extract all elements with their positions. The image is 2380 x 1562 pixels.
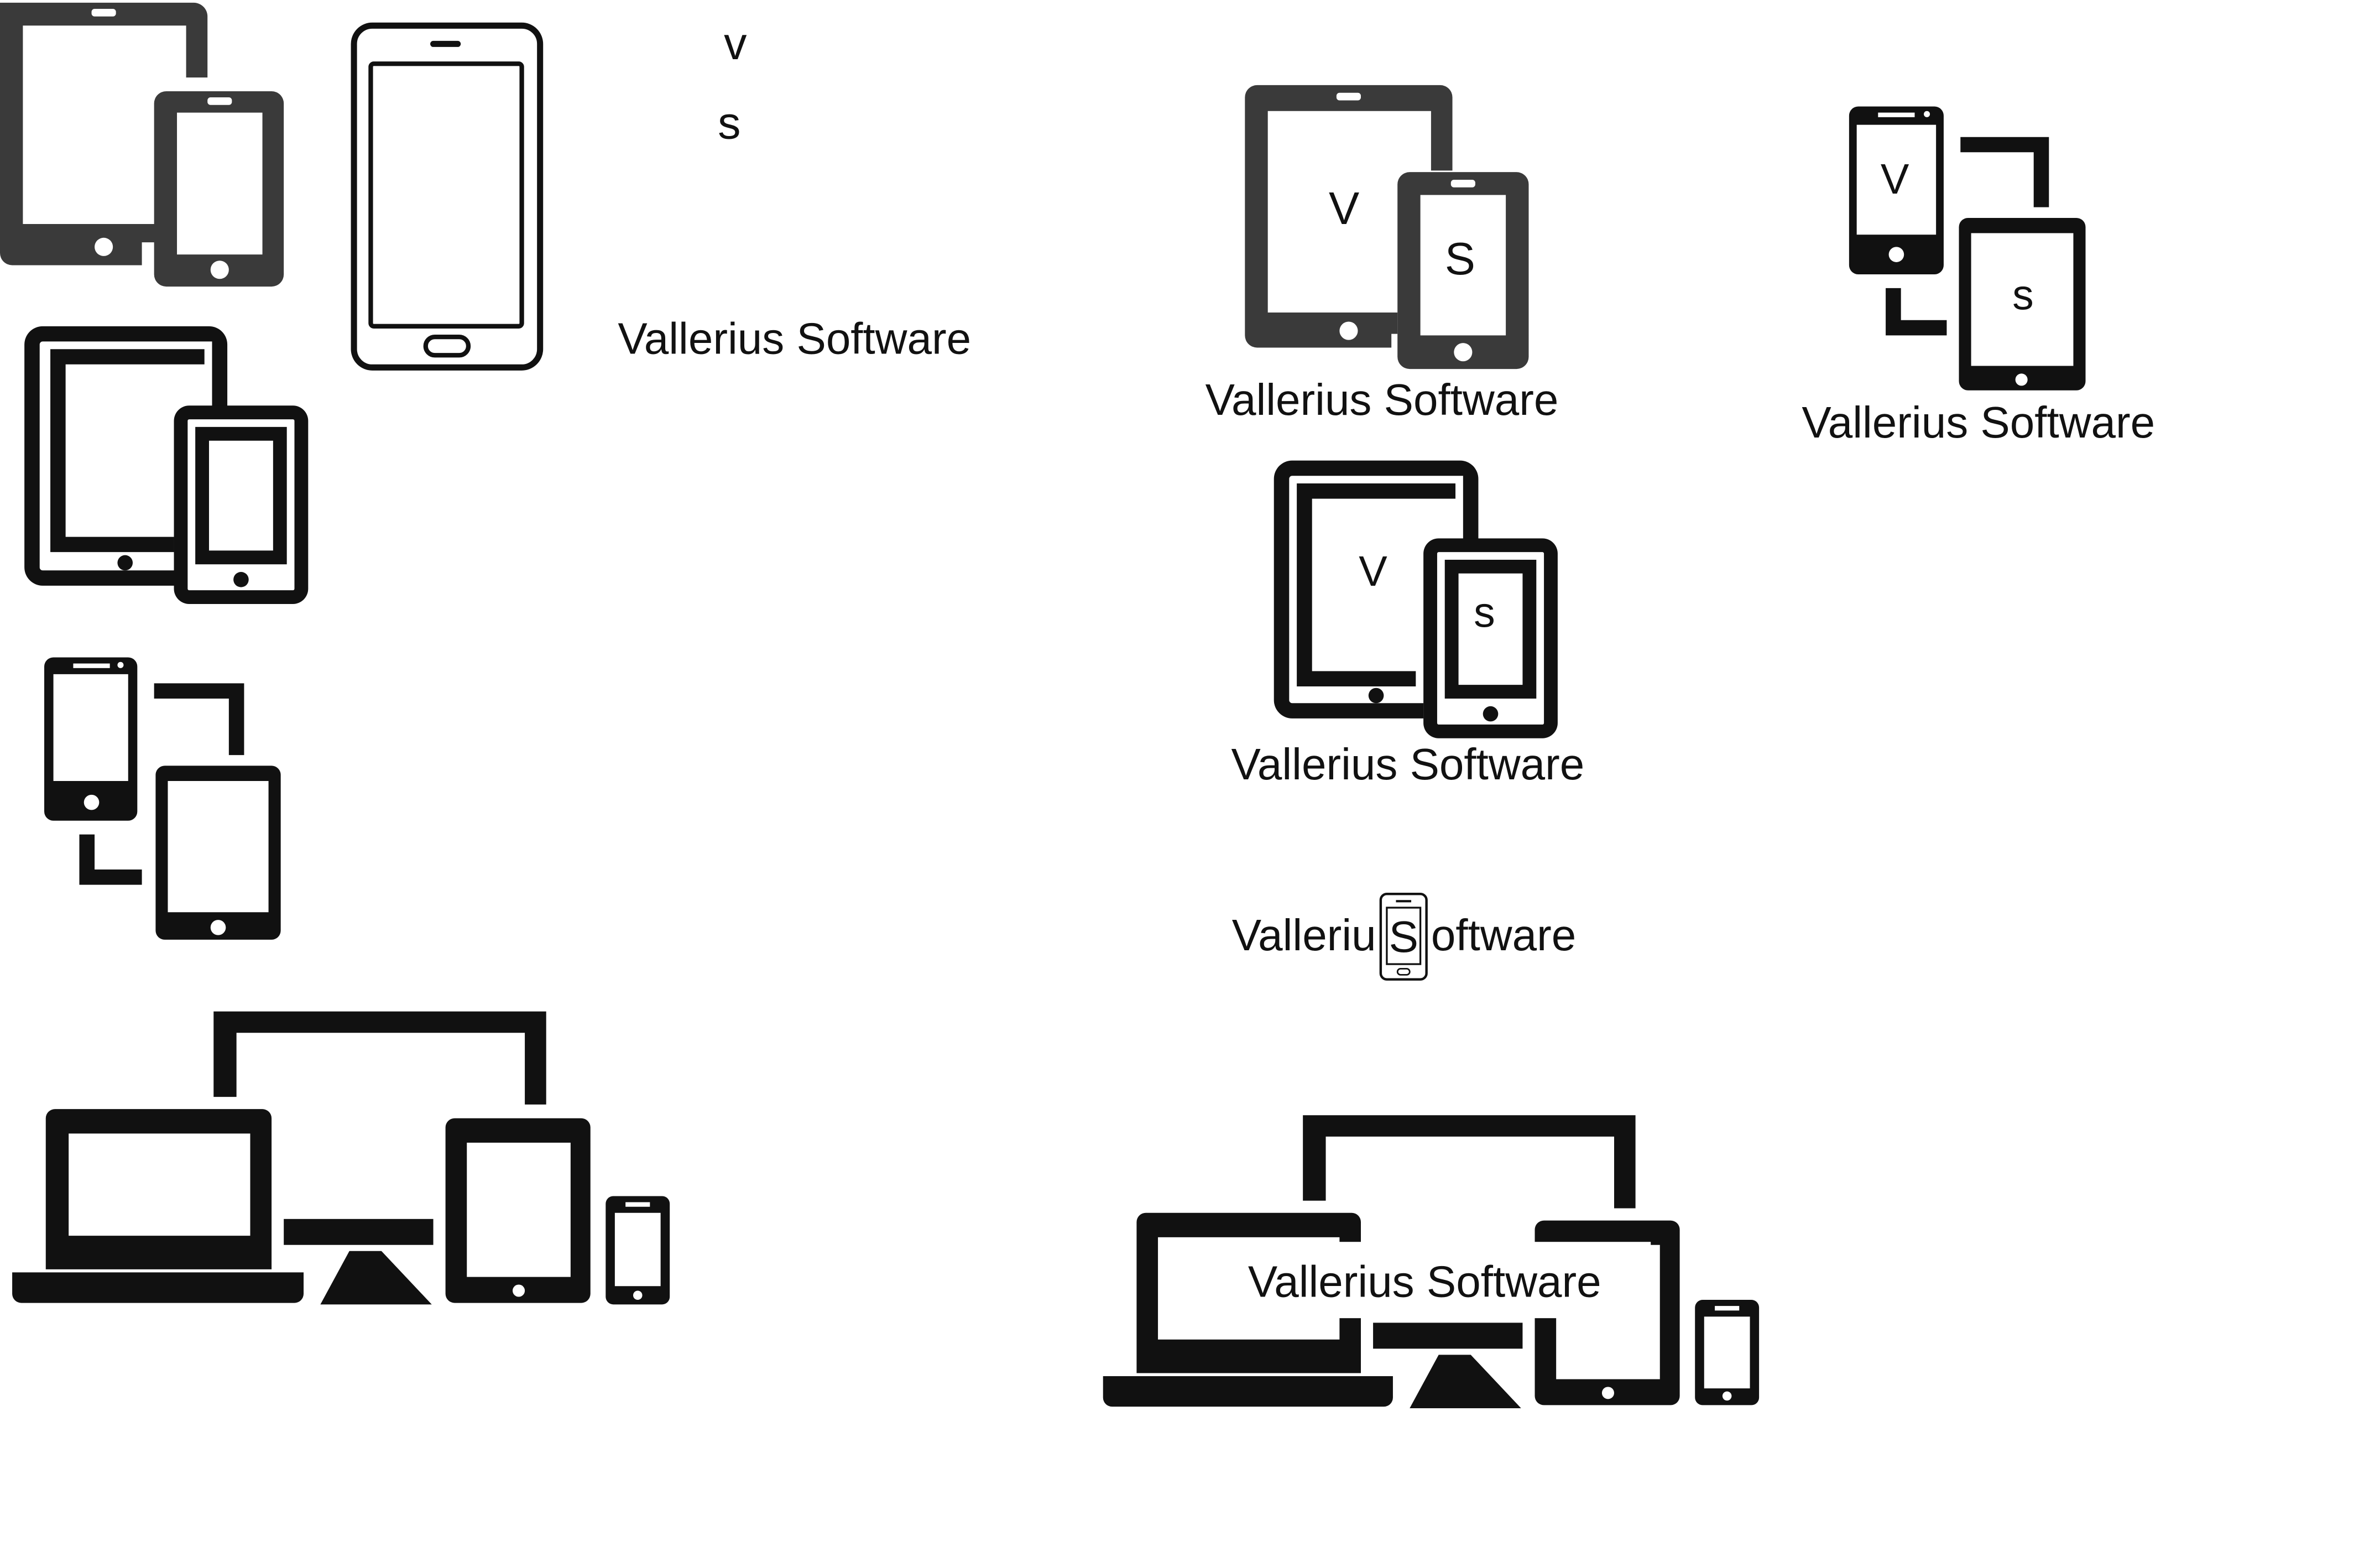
logo-brand-text: Vallerius Software xyxy=(1802,398,2155,447)
letter-v: v xyxy=(724,18,747,69)
logo-letter-v: V xyxy=(1359,548,1387,595)
logo-concept-5: Vallerius Software xyxy=(1103,1115,1760,1408)
smartphone-outline-icon xyxy=(351,22,544,371)
letter-s: s xyxy=(718,97,740,148)
tablet-and-phone-icon xyxy=(0,2,284,287)
phone-tablet-sync-icon xyxy=(44,657,281,940)
logo-concept-4: Valleriu S oftware xyxy=(1232,892,1576,981)
logo-letter-s: s xyxy=(2012,271,2034,319)
logo-brand-text: Vallerius Software xyxy=(1231,740,1584,789)
logo-letter-s: s xyxy=(1474,589,1495,636)
logo-brand-text: Vallerius Software xyxy=(1205,375,1559,424)
logo-concept-1: V S Vallerius Software xyxy=(1205,85,1559,424)
brand-text: Vallerius Software xyxy=(618,314,971,363)
logo-brand-text-left: Valleriu xyxy=(1232,910,1376,960)
logo-brand-text-right: oftware xyxy=(1431,910,1576,960)
multi-device-icon xyxy=(12,1011,591,1305)
logo-concept-2: V s Vallerius Software xyxy=(1802,106,2155,447)
logo-concept-3: V s Vallerius Software xyxy=(1231,460,1584,789)
logo-brand-text: Vallerius Software xyxy=(1248,1257,1601,1306)
logo-letter-s: S xyxy=(1389,912,1418,961)
logo-letter-v: V xyxy=(1881,155,1909,203)
small-smartphone-icon xyxy=(606,1196,670,1305)
logo-letter-v: V xyxy=(1329,183,1359,234)
tablet-and-phone-outline-icon xyxy=(24,326,309,604)
phone-letter-icon xyxy=(1379,892,1428,981)
logo-letter-s: S xyxy=(1445,233,1475,284)
